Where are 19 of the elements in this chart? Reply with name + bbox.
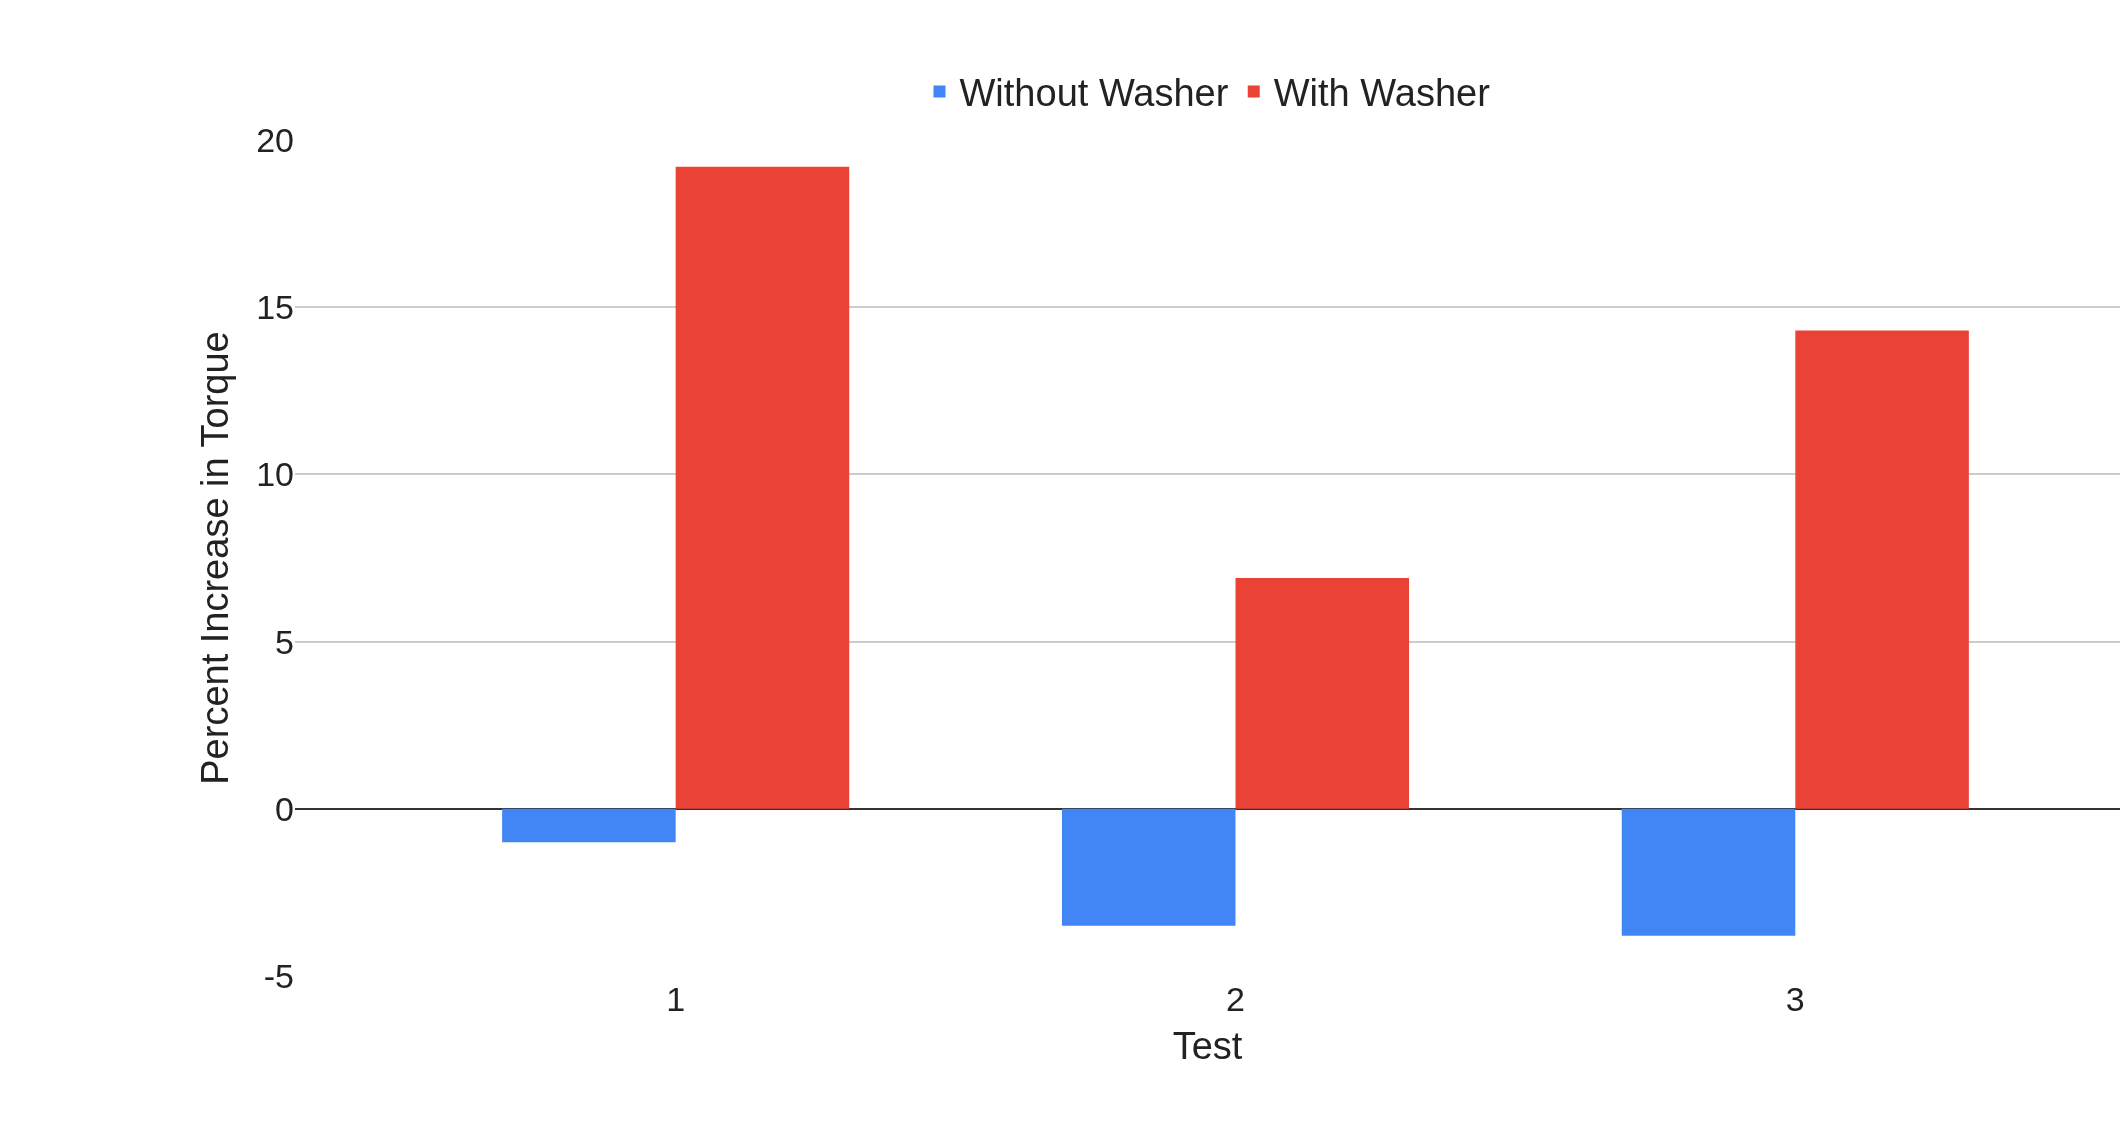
x-axis-title: Test: [1172, 1025, 1243, 1068]
y-tick-label: 0: [275, 789, 294, 828]
bar: [675, 166, 850, 809]
x-tick-label: 3: [1785, 980, 1805, 1018]
bar: [1795, 330, 1969, 809]
y-axis-title: Percent Increase in Torque: [194, 331, 237, 785]
y-tick-label: 10: [256, 455, 294, 494]
x-tick-label: 2: [1226, 980, 1245, 1018]
bar: [1621, 808, 1796, 936]
bar: [502, 808, 676, 843]
bar: [1061, 808, 1236, 926]
bar: [1235, 578, 1410, 809]
legend-label: With Washer: [1273, 72, 1491, 115]
legend-label: Without Washer: [959, 72, 1229, 115]
y-tick-label: -5: [263, 956, 294, 995]
y-tick-label: 20: [256, 120, 294, 159]
y-tick-label: 15: [256, 288, 294, 327]
y-tick-label: 5: [275, 622, 294, 661]
x-tick-label: 1: [666, 980, 686, 1018]
